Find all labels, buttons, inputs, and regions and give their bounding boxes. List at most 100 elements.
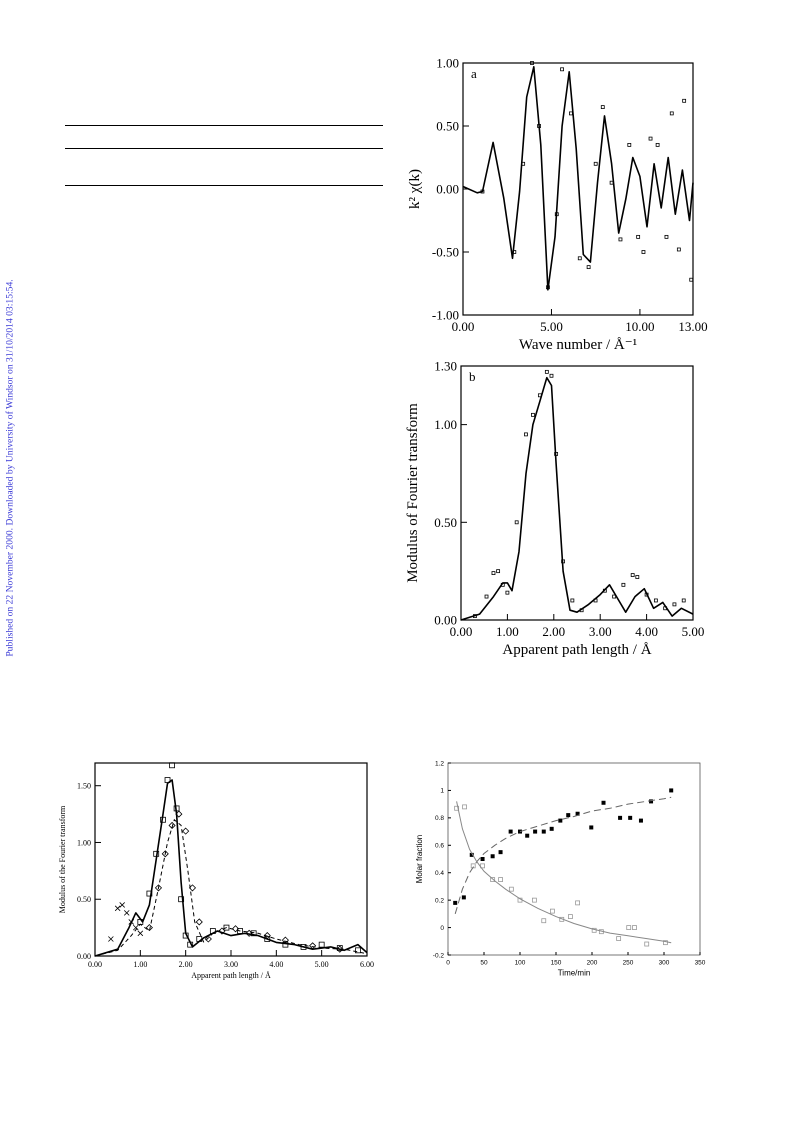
data-point	[609, 180, 614, 185]
data-point-diamond	[281, 936, 289, 944]
data-point	[521, 161, 526, 166]
x-tick-label: 1.00	[496, 624, 519, 639]
data-point-diamond	[204, 935, 212, 943]
data-point	[514, 520, 519, 525]
y-tick-label: -0.2	[433, 952, 445, 959]
y-tick-label: 1.00	[77, 838, 91, 847]
data-point	[648, 136, 653, 141]
data-point-diamond	[168, 821, 176, 830]
data-point-square	[160, 816, 166, 823]
data-point	[602, 588, 607, 593]
table-rule-bottom	[65, 185, 383, 186]
fit-curve-dashed	[454, 796, 672, 915]
data-point	[600, 105, 605, 109]
plot-frame	[447, 762, 701, 956]
data-point-cross	[114, 905, 121, 912]
x-tick-label: 4.00	[635, 624, 658, 639]
data-point-square	[173, 805, 180, 812]
data-point	[586, 265, 591, 270]
y-tick-label: 0.4	[435, 870, 444, 877]
data-point	[554, 212, 559, 217]
series-line	[462, 66, 694, 291]
y-tick-label: 1.30	[434, 359, 457, 374]
x-tick-label: 5.00	[682, 624, 705, 639]
x-tick-label: 0.00	[452, 319, 475, 334]
data-point-filled	[480, 857, 485, 861]
data-point-diamond	[161, 850, 169, 858]
data-point-open	[541, 918, 547, 924]
y-tick-label: 0.6	[435, 843, 444, 850]
data-point-cross	[119, 902, 125, 908]
data-point	[544, 369, 549, 374]
y-tick-label: -0.50	[432, 245, 459, 260]
data-point	[512, 250, 517, 254]
data-point-diamond	[182, 827, 190, 835]
y-axis-label: Modulus of Fourier transform	[405, 403, 421, 583]
data-point-diamond	[145, 924, 153, 932]
x-tick-label: 2.00	[542, 624, 565, 639]
data-point-open	[454, 805, 460, 811]
data-point	[484, 594, 489, 599]
data-point	[593, 161, 598, 166]
data-point-diamond	[218, 927, 226, 935]
data-point	[537, 124, 541, 128]
y-tick-label: 1.00	[434, 417, 457, 432]
data-point-cross	[123, 910, 130, 916]
table-rule-middle	[65, 148, 383, 149]
data-point	[530, 61, 534, 65]
x-tick-label: 150	[551, 960, 562, 967]
data-point-filled	[589, 825, 594, 830]
series-dashed-line	[94, 818, 368, 957]
data-point	[618, 237, 623, 242]
data-point-square	[336, 945, 343, 951]
x-tick-label: 13.00	[678, 319, 707, 334]
x-tick-label: 50	[480, 960, 488, 967]
data-point	[663, 606, 668, 611]
x-tick-label: 5.00	[540, 319, 563, 334]
data-point	[505, 590, 510, 595]
y-tick-label: 0.50	[436, 119, 459, 134]
data-point	[549, 373, 554, 378]
data-point-open	[663, 940, 668, 946]
data-point	[473, 614, 477, 618]
data-point-square	[318, 941, 325, 948]
series-line	[460, 376, 694, 621]
x-tick-label: 5.00	[315, 960, 329, 969]
x-axis-label: Time/min	[558, 969, 591, 978]
data-point-open	[480, 863, 485, 869]
y-tick-label: 0.00	[436, 182, 459, 197]
series-line	[94, 779, 368, 957]
y-tick-label: 0	[440, 925, 444, 932]
data-point-filled	[469, 852, 474, 857]
data-point-square	[187, 941, 194, 948]
data-point	[480, 189, 485, 194]
data-point-diamond	[154, 884, 163, 892]
x-tick-label: 200	[587, 960, 598, 967]
data-point	[676, 247, 681, 252]
data-point-open	[616, 936, 622, 941]
x-axis-label: Apparent path length / Å	[191, 971, 271, 980]
data-point-square	[209, 928, 216, 934]
data-point-diamond	[231, 925, 240, 933]
data-point	[621, 582, 626, 587]
data-point-filled	[669, 788, 674, 793]
data-point	[500, 582, 505, 587]
x-tick-label: 2.00	[179, 960, 193, 969]
data-point-square	[355, 947, 361, 954]
data-point-open	[508, 886, 514, 892]
data-point	[579, 608, 584, 613]
data-point-filled	[490, 854, 495, 859]
data-point	[531, 412, 535, 417]
x-axis-label: Wave number / Å⁻¹	[519, 337, 637, 353]
data-point-square	[264, 936, 271, 942]
figure-b-fourier-transform: 0.00 1.00 2.00 3.00 4.00 5.00 1.30 1.00 0.50 0.00…	[405, 359, 705, 658]
data-point-square	[169, 762, 175, 769]
data-point-open	[549, 908, 555, 914]
data-point	[561, 559, 565, 564]
data-point-filled	[541, 829, 546, 834]
data-point-filled	[575, 811, 580, 816]
y-tick-label: 0.2	[435, 897, 444, 904]
data-point	[569, 111, 573, 116]
x-tick-label: 0.00	[450, 624, 473, 639]
x-tick-label: 10.00	[625, 319, 654, 334]
